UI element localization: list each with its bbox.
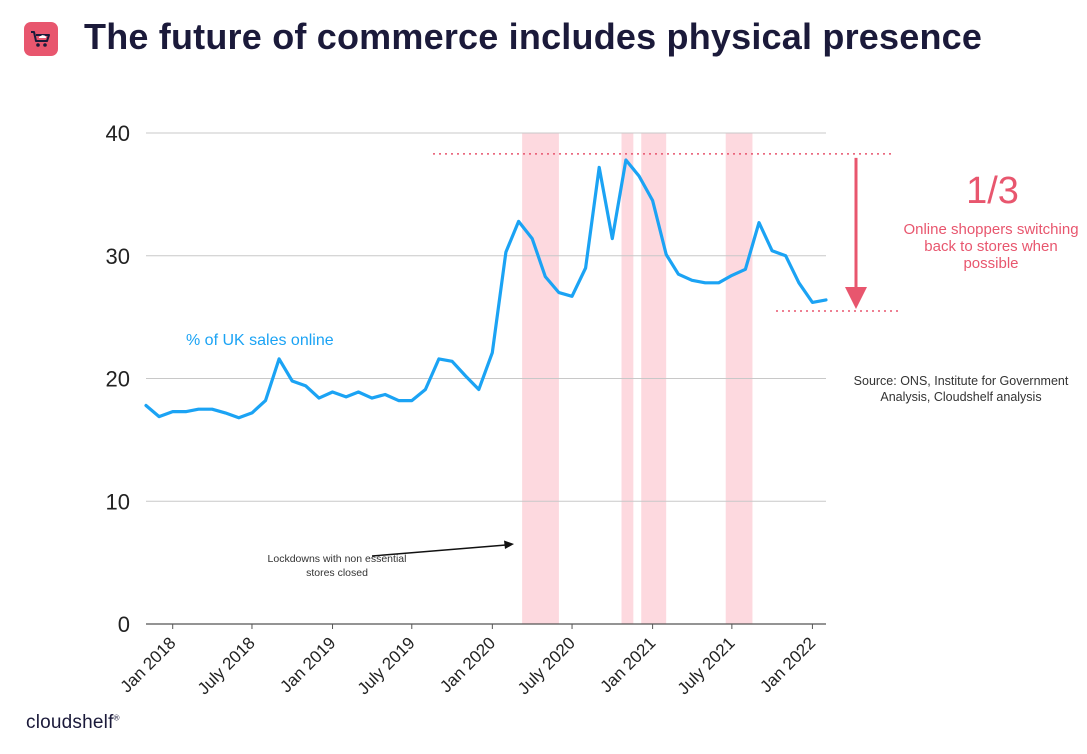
logo-badge (24, 22, 58, 56)
y-tick-label: 40 (106, 121, 130, 146)
y-tick-label: 30 (106, 244, 130, 269)
x-tick-label: Jan 2021 (597, 633, 660, 696)
lockdown-note-arrow (371, 544, 507, 557)
brand-name: cloudshelf (26, 712, 114, 733)
x-tick-label: July 2021 (674, 633, 739, 698)
page-title: The future of commerce includes physical… (84, 16, 983, 57)
lockdown-note-arrowhead (504, 540, 514, 549)
brand-logo: cloudshelf® (26, 712, 120, 734)
lockdown-note: Lockdowns with non essential stores clos… (267, 553, 407, 579)
series-line (144, 158, 828, 420)
ratio-value: 1/3 (966, 170, 1019, 212)
y-tick-label: 20 (106, 367, 130, 392)
source-note: Source: ONS, Institute for Government An… (853, 374, 1069, 404)
y-tick-label: 10 (106, 489, 130, 514)
brand-mark: ® (113, 713, 120, 723)
x-tick-label: Jan 2019 (276, 633, 339, 696)
x-tick-label: Jan 2018 (117, 633, 180, 696)
x-tick-label: July 2018 (194, 633, 259, 698)
x-tick-label: Jan 2020 (436, 633, 499, 696)
y-tick-label: 0 (118, 612, 130, 637)
shopping-cart-cloud-icon (31, 31, 50, 47)
decline-arrow-head (845, 286, 867, 309)
x-tick-label: Jan 2022 (756, 633, 819, 696)
series-label: % of UK sales online (186, 332, 334, 349)
x-tick-label: July 2020 (514, 633, 579, 698)
x-tick-label: July 2019 (354, 633, 419, 698)
ratio-text: Online shoppers switching back to stores… (903, 221, 1079, 272)
